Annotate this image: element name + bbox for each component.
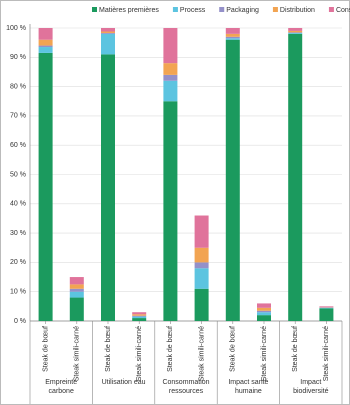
bar-segment <box>225 38 240 40</box>
x-tick-label: Steak simili-carné <box>198 326 205 381</box>
bar-segment <box>257 315 271 321</box>
bar-segment <box>163 28 178 64</box>
bar-segment <box>319 306 334 308</box>
legend-swatch <box>219 7 225 12</box>
x-tick-label: Steak de bœuf <box>105 326 112 372</box>
y-tick-label: 10 % <box>10 289 26 296</box>
group-label: Impact santé humaine <box>228 379 269 395</box>
bar-segment <box>319 307 334 309</box>
bar-segment <box>257 307 271 311</box>
x-tick-label: Steak simili-carné <box>261 326 268 381</box>
bar-segment <box>69 277 84 285</box>
y-tick-label: 20 % <box>10 259 26 266</box>
bar-segment <box>194 215 209 248</box>
y-tick-label: 70 % <box>10 113 26 120</box>
bar-segment <box>38 47 53 53</box>
y-tick-label: 30 % <box>10 230 26 237</box>
bar-segment <box>163 101 178 321</box>
bar-segment <box>69 284 84 289</box>
legend-swatch <box>328 7 334 12</box>
bar-segment <box>38 28 53 40</box>
bar-segment <box>101 33 115 55</box>
legend-swatch <box>272 7 278 12</box>
bar-segment <box>101 31 115 33</box>
bar-segment <box>257 310 271 313</box>
group-label: Utilisation eau <box>101 379 146 386</box>
bar-segment <box>132 312 147 315</box>
bar-segment <box>101 32 115 34</box>
bar-segment <box>225 39 240 321</box>
bar-segment <box>257 303 271 308</box>
bar-segment <box>288 32 303 34</box>
bar-segment <box>288 28 303 31</box>
bar-segment <box>288 30 303 33</box>
bar-segment <box>38 39 53 46</box>
legend-label: Distribution <box>280 7 315 14</box>
bar-segment <box>132 318 147 321</box>
x-tick-label: Steak simili-carné <box>323 326 330 381</box>
group-label: Consommation ressources <box>162 379 210 395</box>
bar-segment <box>101 28 115 32</box>
bar-segment <box>194 247 209 263</box>
x-tick-label: Steak de bœuf <box>230 326 237 372</box>
bar-segment <box>257 312 271 316</box>
group-label: Impact biodiversité <box>293 379 329 395</box>
group-label: Empreinte carbone <box>45 379 78 395</box>
bar-segment <box>225 33 240 37</box>
bar-segment <box>194 262 209 269</box>
bar-segment <box>225 28 240 34</box>
bar-segment <box>69 288 84 292</box>
bar-segment <box>132 315 147 317</box>
bar-segment <box>194 288 209 321</box>
bar-segment <box>101 54 115 322</box>
bar-segment <box>319 308 334 321</box>
y-tick-label: 100 % <box>6 25 26 32</box>
bar-segment <box>132 316 147 319</box>
bar-segment <box>38 52 53 321</box>
bar-segment <box>69 291 84 298</box>
y-tick-label: 50 % <box>10 171 26 178</box>
x-tick-label: Steak de bœuf <box>42 326 49 372</box>
bar-segment <box>163 80 178 102</box>
y-tick-label: 60 % <box>10 142 26 149</box>
bar-segment <box>69 297 84 321</box>
bar-segment <box>288 33 303 322</box>
bar-segment <box>194 268 209 289</box>
legend-swatch <box>172 7 178 12</box>
bar-segment <box>163 74 178 81</box>
y-tick-label: 40 % <box>10 201 26 208</box>
bar-segment <box>225 36 240 39</box>
legend-swatch <box>92 7 97 12</box>
legend-label: Matières premières <box>99 7 159 14</box>
legend-label: Consommation <box>336 7 350 14</box>
bar-segment <box>163 63 178 75</box>
bar-segment <box>38 45 53 48</box>
legend-label: Process <box>180 7 206 14</box>
legend-label: Packaging <box>226 7 259 14</box>
bar-segment <box>288 32 303 33</box>
y-tick-label: 0 % <box>14 318 26 325</box>
y-tick-label: 90 % <box>10 54 26 61</box>
x-tick-label: Steak de bœuf <box>292 326 299 372</box>
bar-segment <box>132 314 147 316</box>
x-tick-label: Steak simili-carné <box>74 326 81 381</box>
y-tick-label: 80 % <box>10 83 26 90</box>
x-tick-label: Steak de bœuf <box>167 326 174 372</box>
x-tick-label: Steak simili-carné <box>136 326 143 381</box>
